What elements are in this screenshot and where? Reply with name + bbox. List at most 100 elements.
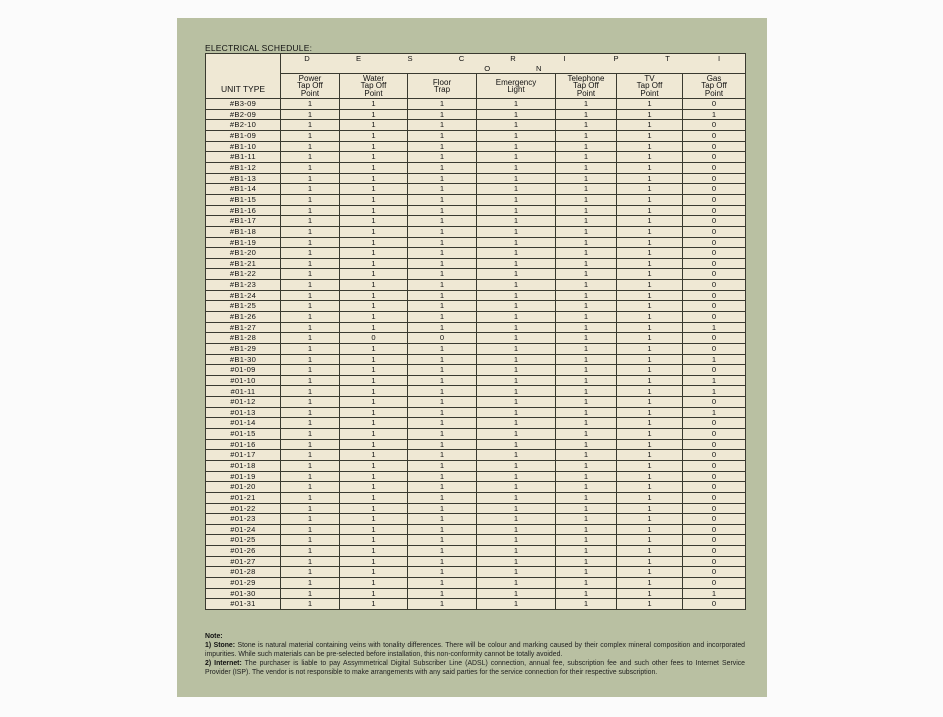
quantity-cell: 1 bbox=[280, 151, 340, 164]
quantity-cell: 1 bbox=[681, 353, 747, 366]
quantity-cell: 1 bbox=[339, 193, 408, 206]
quantity-cell: 1 bbox=[280, 130, 340, 142]
quantity-cell: 1 bbox=[476, 364, 556, 376]
quantity-cell: 1 bbox=[407, 236, 477, 249]
unit-type-cell: #B1-22 bbox=[205, 268, 281, 281]
unit-type-cell: #01-27 bbox=[205, 555, 281, 568]
quantity-cell: 1 bbox=[555, 364, 617, 376]
quantity-cell: 1 bbox=[476, 555, 556, 568]
table-row: #01-29 1 1 1 1 1 1 0 bbox=[205, 577, 747, 589]
quantity-cell: 1 bbox=[407, 534, 477, 547]
quantity-cell: 1 bbox=[280, 459, 340, 472]
quantity-cell: 1 bbox=[407, 396, 477, 408]
quantity-cell: 0 bbox=[681, 130, 747, 142]
quantity-cell: 0 bbox=[681, 236, 747, 249]
quantity-cell: 1 bbox=[476, 353, 556, 366]
quantity-cell: 1 bbox=[555, 204, 617, 217]
quantity-cell: 1 bbox=[339, 342, 408, 355]
quantity-cell: 1 bbox=[280, 481, 340, 493]
quantity-cell: 1 bbox=[339, 247, 408, 259]
quantity-cell: 0 bbox=[681, 449, 747, 461]
quantity-cell: 1 bbox=[339, 289, 408, 302]
quantity-cell: 1 bbox=[280, 193, 340, 206]
quantity-cell: 1 bbox=[681, 406, 747, 419]
quantity-cell: 1 bbox=[476, 428, 556, 440]
quantity-cell: 1 bbox=[339, 459, 408, 472]
quantity-cell: 1 bbox=[681, 321, 747, 334]
table-row: #B1-15 1 1 1 1 1 1 0 bbox=[205, 193, 747, 206]
column-header-line: Tap Off bbox=[360, 81, 387, 91]
unit-type-cell: #B1-09 bbox=[205, 130, 281, 142]
quantity-cell: 1 bbox=[555, 172, 617, 185]
quantity-cell: 1 bbox=[681, 374, 747, 387]
table-row: #01-25 1 1 1 1 1 1 0 bbox=[205, 534, 747, 547]
quantity-cell: 1 bbox=[476, 513, 556, 525]
table-row: #01-22 1 1 1 1 1 1 0 bbox=[205, 502, 747, 515]
column-header: Emergency Light bbox=[476, 73, 556, 100]
unit-type-cell: #B1-13 bbox=[205, 172, 281, 185]
quantity-cell: 1 bbox=[616, 204, 683, 217]
quantity-cell: 1 bbox=[407, 577, 477, 589]
quantity-cell: 1 bbox=[280, 342, 340, 355]
column-header: Telephone Tap Off Point bbox=[555, 73, 617, 100]
quantity-cell: 1 bbox=[339, 300, 408, 312]
quantity-cell: 1 bbox=[339, 417, 408, 430]
unit-type-cell: #B1-11 bbox=[205, 151, 281, 164]
quantity-cell: 1 bbox=[476, 140, 556, 153]
note-item: 1) Stone: Stone is natural material cont… bbox=[205, 642, 745, 660]
quantity-cell: 1 bbox=[555, 502, 617, 515]
quantity-cell: 1 bbox=[280, 162, 340, 174]
column-header-line: Point bbox=[640, 88, 659, 98]
quantity-cell: 1 bbox=[339, 364, 408, 376]
quantity-cell: 1 bbox=[616, 598, 683, 610]
quantity-cell: 1 bbox=[555, 491, 617, 504]
unit-type-cell: #B1-16 bbox=[205, 204, 281, 217]
quantity-cell: 1 bbox=[616, 140, 683, 153]
quantity-cell: 1 bbox=[616, 428, 683, 440]
unit-type-cell: #01-29 bbox=[205, 577, 281, 589]
quantity-cell: 1 bbox=[616, 459, 683, 472]
quantity-cell: 1 bbox=[616, 491, 683, 504]
table-row: #B1-10 1 1 1 1 1 1 0 bbox=[205, 140, 747, 153]
quantity-cell: 1 bbox=[616, 523, 683, 536]
quantity-cell: 1 bbox=[339, 130, 408, 142]
quantity-cell: 0 bbox=[681, 332, 747, 344]
quantity-cell: 1 bbox=[339, 321, 408, 334]
quantity-cell: 1 bbox=[476, 438, 556, 451]
quantity-cell: 1 bbox=[407, 470, 477, 483]
table-row: #01-17 1 1 1 1 1 1 0 bbox=[205, 449, 747, 461]
table-row: #B1-16 1 1 1 1 1 1 0 bbox=[205, 204, 747, 217]
unit-type-cell: #B1-20 bbox=[205, 247, 281, 259]
quantity-cell: 1 bbox=[616, 385, 683, 398]
quantity-cell: 0 bbox=[681, 577, 747, 589]
quantity-cell: 1 bbox=[476, 311, 556, 323]
table-row: #B1-30 1 1 1 1 1 1 1 bbox=[205, 353, 747, 366]
quantity-cell: 1 bbox=[476, 598, 556, 610]
quantity-cell: 1 bbox=[555, 225, 617, 238]
quantity-cell: 1 bbox=[280, 545, 340, 557]
quantity-cell: 1 bbox=[555, 183, 617, 195]
column-header-line: Point bbox=[704, 88, 724, 98]
quantity-cell: 1 bbox=[407, 555, 477, 568]
quantity-cell: 1 bbox=[407, 342, 477, 355]
quantity-cell: 1 bbox=[555, 534, 617, 547]
column-header: Gas Tap Off Point bbox=[681, 73, 747, 100]
quantity-cell: 1 bbox=[339, 353, 408, 366]
quantity-cell: 1 bbox=[407, 215, 477, 227]
quantity-cell: 0 bbox=[681, 491, 747, 504]
description-letter: T bbox=[665, 54, 670, 63]
table-row: #B1-21 1 1 1 1 1 1 0 bbox=[205, 257, 747, 270]
quantity-cell: 1 bbox=[280, 374, 340, 387]
quantity-cell: 1 bbox=[616, 321, 683, 334]
quantity-cell: 1 bbox=[280, 502, 340, 515]
quantity-cell: 1 bbox=[476, 193, 556, 206]
quantity-cell: 1 bbox=[280, 598, 340, 610]
unit-type-cell: #B3-09 bbox=[205, 98, 281, 110]
quantity-cell: 1 bbox=[280, 417, 340, 430]
unit-type-cell: #B1-21 bbox=[205, 257, 281, 270]
unit-type-cell: #B1-12 bbox=[205, 162, 281, 174]
quantity-cell: 1 bbox=[555, 311, 617, 323]
quantity-cell: 0 bbox=[681, 140, 747, 153]
quantity-cell: 1 bbox=[476, 225, 556, 238]
quantity-cell: 1 bbox=[616, 151, 683, 164]
